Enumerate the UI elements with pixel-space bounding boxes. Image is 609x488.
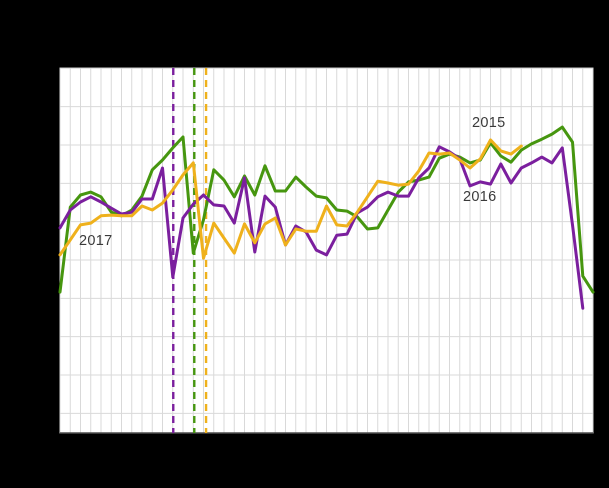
series-label-2015: 2015 [472,115,506,131]
series-label-2017: 2017 [79,233,113,249]
series-line-2017 [58,138,523,260]
series-label-2016: 2016 [463,189,497,205]
series-line-2016 [58,145,585,310]
series-line-2015 [58,125,595,294]
